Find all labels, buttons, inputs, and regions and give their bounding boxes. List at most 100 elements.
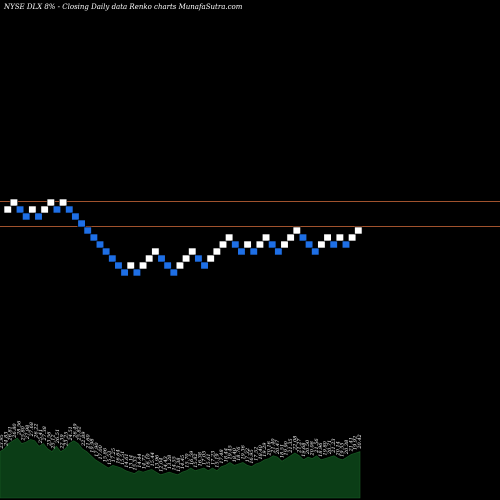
- volume-label: 26.80: [12, 423, 18, 439]
- volume-label: 18.40: [232, 447, 238, 462]
- volume-label: 17.00: [98, 444, 104, 459]
- volume-label: 25.41: [38, 429, 44, 444]
- renko-brick-up: [280, 240, 289, 249]
- volume-label: 16.95: [249, 449, 255, 463]
- renko-brick-up: [59, 198, 68, 207]
- renko-brick-up: [206, 254, 215, 263]
- renko-brick-down: [108, 254, 117, 263]
- renko-brick-up: [218, 240, 228, 249]
- volume-label: 17.25: [111, 448, 117, 462]
- volume-label: 17.32: [245, 448, 251, 462]
- volume-labels: 23.9524.8326.8126.8028.5625.8027.9827.68…: [0, 420, 363, 472]
- volume-label: 20.38: [344, 440, 350, 455]
- volume-label: 15.82: [193, 453, 199, 467]
- renko-brick-down: [102, 247, 111, 256]
- renko-brick-up: [126, 261, 135, 270]
- volume-label: 19.98: [90, 438, 96, 452]
- renko-brick-up: [354, 226, 363, 235]
- volume-panel: [0, 437, 361, 499]
- renko-brick-up: [182, 254, 191, 263]
- volume-label: 14.44: [137, 453, 143, 467]
- volume-label: 27.68: [29, 422, 35, 437]
- renko-brick-down: [298, 233, 308, 242]
- volume-label: 14.43: [163, 456, 169, 470]
- renko-brick-down: [163, 261, 172, 270]
- volume-label: 13.96: [154, 454, 160, 469]
- renko-brick-down: [194, 254, 203, 263]
- renko-brick-up: [28, 205, 37, 214]
- renko-brick-up: [175, 261, 184, 270]
- volume-label: 22.39: [59, 434, 65, 450]
- volume-label: 20.08: [310, 441, 316, 456]
- volume-label: 19.80: [322, 440, 328, 455]
- volume-label: 19.92: [353, 436, 359, 450]
- renko-brick-down: [132, 268, 141, 277]
- renko-brick-up: [139, 261, 148, 270]
- volume-label: 18.44: [223, 448, 229, 462]
- volume-label: 17.52: [253, 447, 259, 461]
- volume-label: 23.95: [0, 434, 5, 449]
- volume-label: 15.51: [120, 451, 126, 465]
- volume-label: 28.56: [16, 420, 22, 436]
- volume-label: 24.83: [3, 432, 9, 447]
- renko-brick-down: [329, 240, 338, 249]
- volume-label: 15.44: [150, 452, 156, 466]
- volume-label: 16.64: [115, 449, 121, 463]
- renko-bricks: [3, 198, 363, 277]
- volume-label: 20.47: [275, 439, 281, 455]
- volume-label: 21.27: [297, 438, 303, 454]
- volume-label: 15.70: [184, 453, 190, 468]
- volume-label: 16.38: [197, 452, 203, 466]
- volume-label: 16.59: [189, 450, 195, 465]
- renko-brick-up: [3, 205, 12, 214]
- renko-brick-up: [261, 233, 271, 242]
- volume-label: 25.82: [77, 426, 83, 441]
- volume-label: 18.96: [318, 442, 324, 457]
- volume-label: 14.72: [141, 455, 147, 469]
- volume-label: 19.45: [228, 445, 234, 459]
- renko-brick-up: [317, 240, 326, 249]
- volume-label: 26.51: [55, 429, 61, 444]
- renko-brick-up: [145, 254, 154, 263]
- renko-brick-up: [348, 233, 357, 242]
- renko-brick-down: [71, 212, 80, 221]
- volume-label: 18.76: [236, 446, 242, 461]
- volume-area: [0, 437, 361, 499]
- volume-label: 15.19: [215, 453, 221, 468]
- volume-label: 17.05: [202, 451, 208, 465]
- volume-label: 21.40: [271, 438, 277, 454]
- renko-brick-down: [77, 219, 86, 228]
- volume-label: 21.56: [314, 438, 320, 454]
- renko-brick-up: [286, 233, 295, 242]
- volume-label: 20.42: [357, 434, 363, 449]
- volume-label: 18.40: [258, 444, 264, 459]
- renko-brick-up: [225, 233, 234, 242]
- volume-label: 19.68: [301, 442, 307, 456]
- renko-brick-down: [52, 205, 62, 214]
- renko-brick-down: [114, 261, 123, 270]
- renko-brick-down: [268, 240, 277, 249]
- renko-brick-down: [89, 233, 98, 242]
- volume-label: 15.53: [107, 451, 113, 465]
- volume-label: 21.23: [331, 438, 337, 453]
- renko-brick-down: [157, 254, 166, 263]
- renko-brick-down: [249, 247, 258, 256]
- renko-brick-up: [323, 233, 332, 242]
- renko-brick-down: [34, 212, 43, 221]
- volume-label: 15.61: [206, 453, 212, 467]
- volume-label: 21.60: [85, 434, 91, 450]
- volume-label: 16.10: [146, 453, 152, 468]
- volume-label: 15.86: [103, 447, 109, 462]
- volume-label: 26.81: [8, 426, 14, 441]
- volume-label: 25.80: [21, 425, 27, 441]
- renko-brick-down: [120, 268, 129, 277]
- renko-brick-down: [169, 268, 178, 277]
- volume-label: 17.90: [94, 442, 100, 457]
- renko-brick-up: [243, 240, 252, 249]
- renko-brick-up: [255, 240, 264, 249]
- renko-brick-up: [212, 247, 221, 256]
- volume-label: 20.71: [327, 440, 333, 455]
- renko-brick-down: [305, 240, 314, 249]
- volume-label: 23.25: [64, 432, 70, 447]
